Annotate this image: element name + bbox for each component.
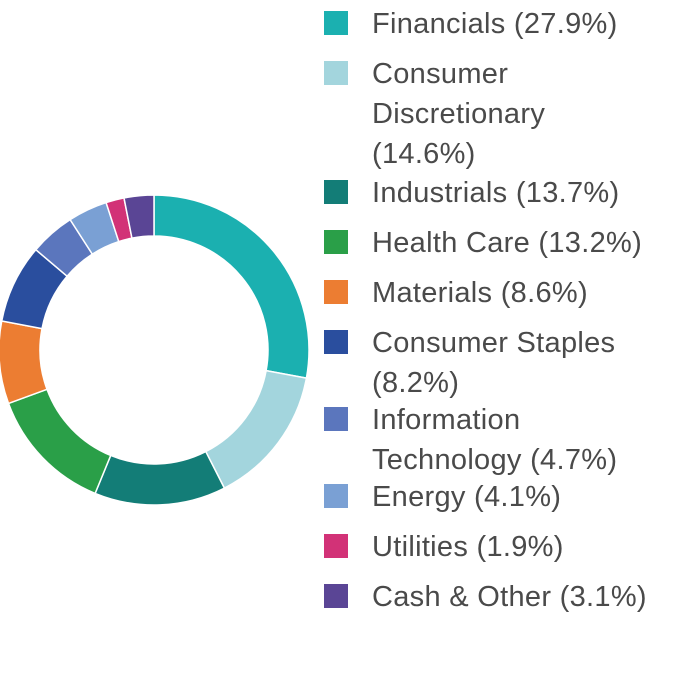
legend-label-utilities: Utilities (1.9%)	[372, 531, 564, 563]
legend-swatch-utilities	[324, 534, 348, 558]
legend-item-consumer-discretionary: Consumer Discretionary (14.6%)	[324, 54, 674, 173]
legend-swatch-consumer-staples	[324, 330, 348, 354]
legend-label-cash-other: Cash & Other (3.1%)	[372, 581, 647, 613]
legend-swatch-materials	[324, 280, 348, 304]
donut-chart	[0, 194, 310, 506]
legend-swatch-consumer-discretionary	[324, 61, 348, 85]
legend-label-consumer-discretionary: Consumer Discretionary (14.6%)	[372, 58, 546, 170]
legend-item-information-technology: Information Technology (4.7%)	[324, 400, 674, 477]
legend-item-consumer-staples: Consumer Staples (8.2%)	[324, 323, 674, 400]
legend-item-industrials: Industrials (13.7%)	[324, 173, 674, 223]
legend-swatch-health-care	[324, 230, 348, 254]
legend-item-health-care: Health Care (13.2%)	[324, 223, 674, 273]
slice-health-care	[7, 388, 112, 495]
legend-label-consumer-staples: Consumer Staples (8.2%)	[372, 327, 616, 399]
legend-swatch-information-technology	[324, 407, 348, 431]
legend-item-financials: Financials (27.9%)	[324, 4, 674, 54]
slice-industrials	[94, 450, 226, 506]
legend-swatch-cash-other	[324, 584, 348, 608]
legend-label-industrials: Industrials (13.7%)	[372, 177, 620, 209]
slice-financials	[153, 194, 310, 379]
legend-item-materials: Materials (8.6%)	[324, 273, 674, 323]
slice-materials	[0, 320, 48, 405]
slice-consumer-discretionary	[204, 369, 308, 490]
chart-legend: Financials (27.9%) Consumer Discretionar…	[324, 4, 674, 627]
legend-label-financials: Financials (27.9%)	[372, 8, 618, 40]
legend-item-cash-other: Cash & Other (3.1%)	[324, 577, 674, 627]
legend-swatch-industrials	[324, 180, 348, 204]
legend-swatch-financials	[324, 11, 348, 35]
legend-swatch-energy	[324, 484, 348, 508]
legend-label-energy: Energy (4.1%)	[372, 481, 562, 513]
legend-label-information-technology: Information Technology (4.7%)	[372, 404, 618, 476]
legend-label-health-care: Health Care (13.2%)	[372, 227, 643, 259]
legend-item-utilities: Utilities (1.9%)	[324, 527, 674, 577]
legend-label-materials: Materials (8.6%)	[372, 277, 588, 309]
legend-item-energy: Energy (4.1%)	[324, 477, 674, 527]
slice-cash-other	[123, 194, 155, 240]
